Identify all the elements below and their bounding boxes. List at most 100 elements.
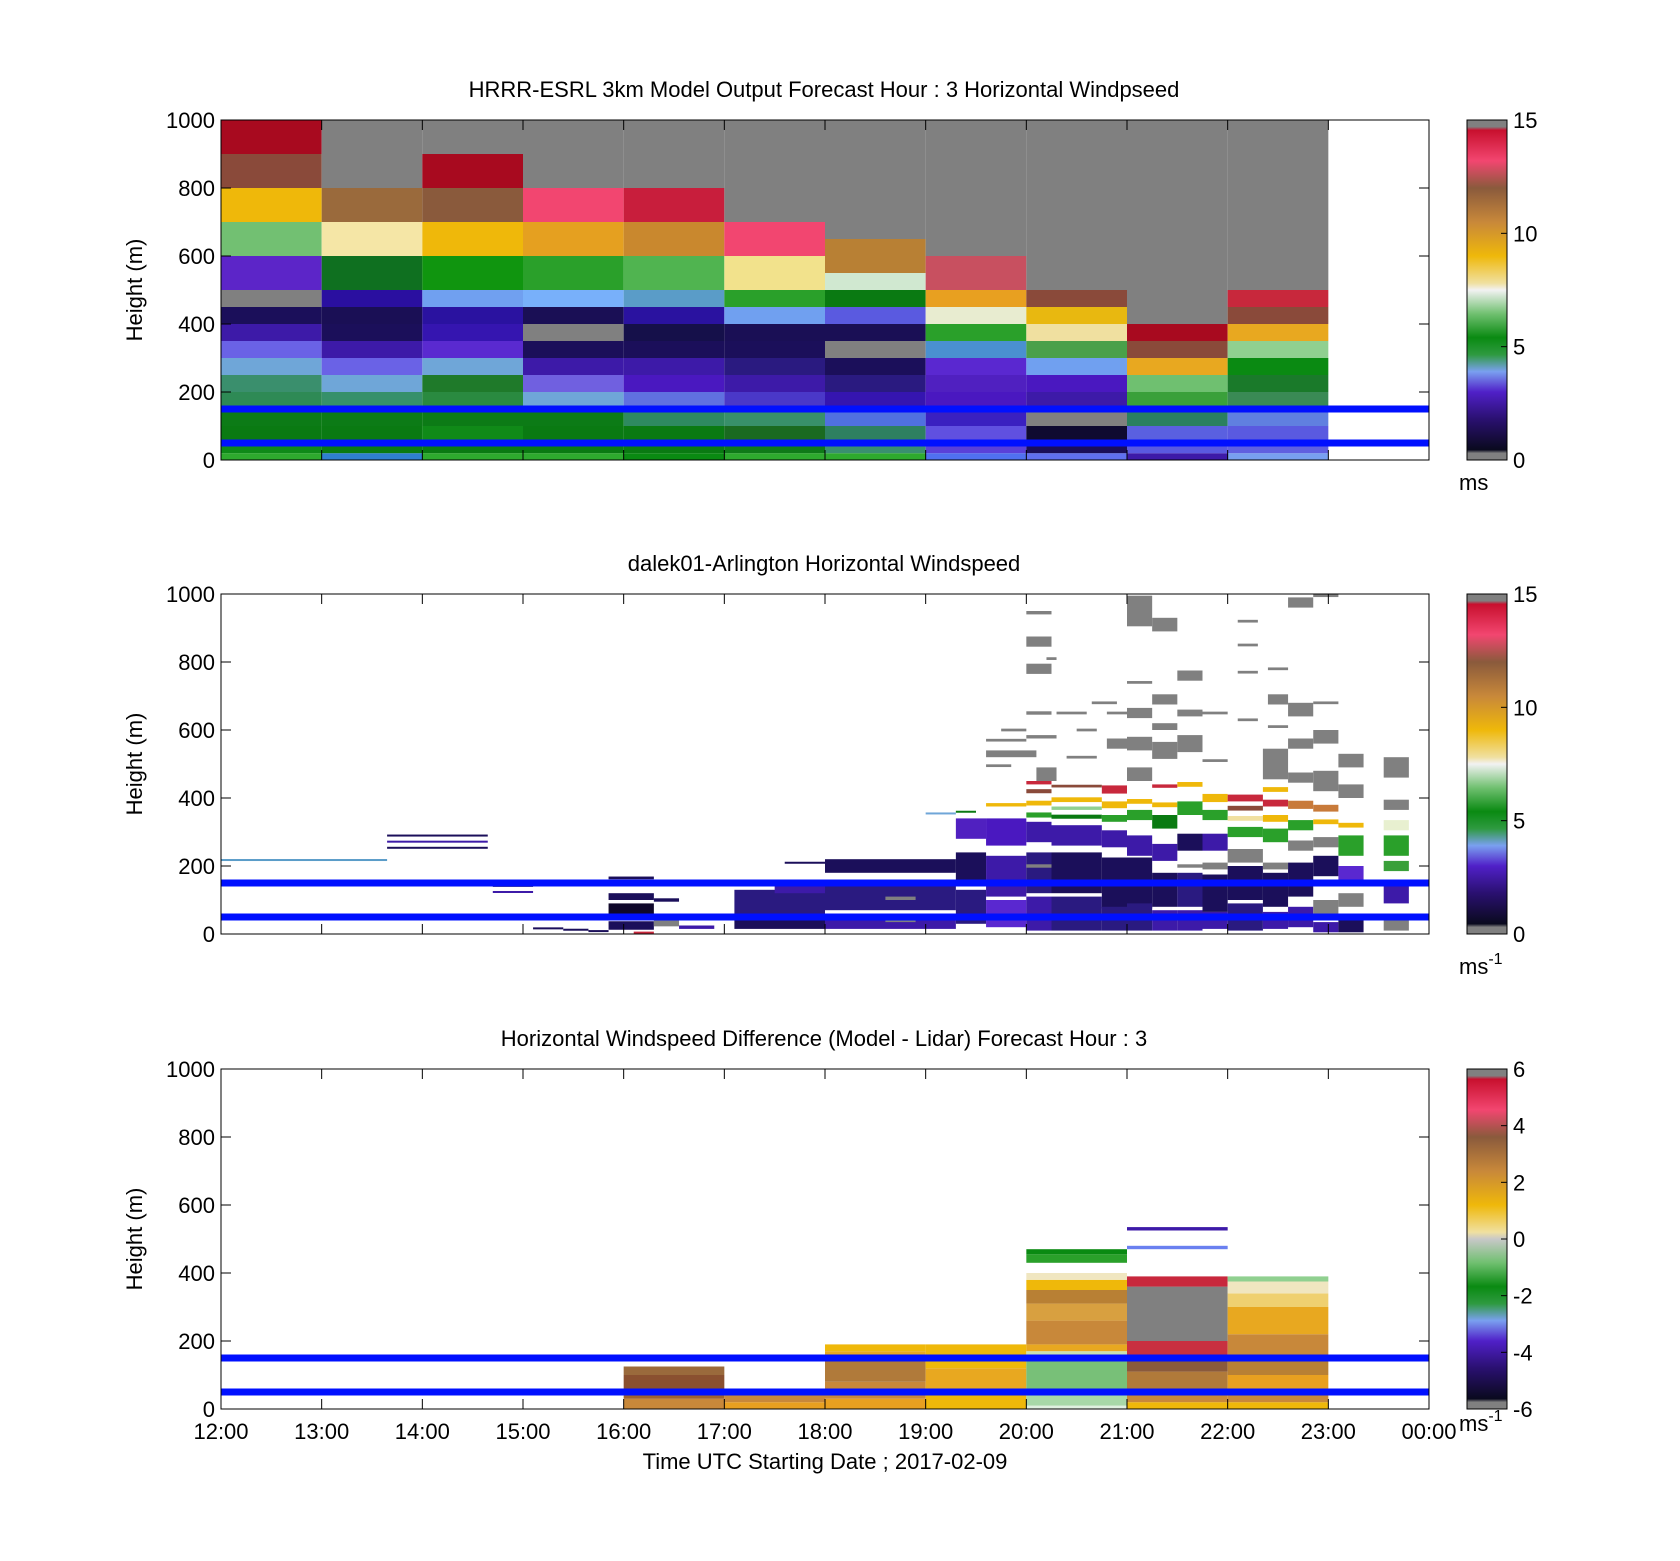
- heatmap-segment: [1051, 825, 1102, 846]
- heatmap-cell: [321, 358, 423, 375]
- heatmap-segment: [1227, 849, 1263, 863]
- heatmap-cell: [1026, 1320, 1127, 1345]
- heatmap-cell: [925, 290, 1027, 307]
- heatmap-cell: [925, 324, 1027, 341]
- heatmap-cell: [1026, 1405, 1127, 1409]
- heatmap-segment: [1313, 855, 1339, 877]
- heatmap-cell: [825, 409, 926, 426]
- heatmap-cell: [523, 443, 624, 454]
- heatmap-cell: [321, 443, 423, 454]
- heatmap-segment: [1227, 805, 1263, 811]
- heatmap-segment: [1383, 835, 1409, 856]
- colorbar-tick-label: 0: [1513, 922, 1525, 947]
- heatmap-cell: [1026, 1344, 1127, 1352]
- heatmap-cell: [221, 443, 322, 454]
- heatmap-segment: [986, 803, 1027, 807]
- heatmap-cell: [623, 324, 725, 341]
- heatmap-segment: [986, 764, 1012, 768]
- heatmap-cell: [623, 375, 725, 392]
- heatmap-cell: [422, 409, 523, 426]
- heatmap-segment: [1202, 833, 1228, 851]
- heatmap-cell: [321, 307, 423, 324]
- y-tick-label: 600: [178, 244, 215, 269]
- heatmap-cell: [1026, 1358, 1127, 1389]
- heatmap-cell: [422, 392, 523, 409]
- heatmap-segment: [1127, 799, 1153, 804]
- y-tick-label: 0: [203, 448, 215, 473]
- y-tick-label: 600: [178, 718, 215, 743]
- heatmap-cell: [1227, 1276, 1329, 1282]
- heatmap-cell: [925, 341, 1027, 358]
- heatmap-segment: [1237, 619, 1258, 623]
- heatmap-segment: [1313, 804, 1339, 812]
- heatmap-segment: [1262, 748, 1289, 780]
- heatmap-cell: [422, 358, 523, 375]
- heatmap-cell: [623, 290, 725, 307]
- x-tick-label: 20:00: [999, 1419, 1054, 1444]
- heatmap-segment: [1046, 657, 1057, 660]
- heatmap-segment: [1152, 815, 1178, 829]
- heatmap-cell: [1227, 307, 1329, 324]
- heatmap-cell: [1227, 1402, 1329, 1409]
- heatmap-cell: [221, 290, 322, 307]
- heatmap-cell: [523, 375, 624, 392]
- heatmap-cell: [1026, 358, 1127, 375]
- heatmap-segment: [1101, 830, 1127, 848]
- heatmap-cell: [422, 290, 523, 307]
- heatmap-cell: [825, 239, 926, 273]
- heatmap-segment: [1026, 812, 1052, 818]
- heatmap-cell: [422, 324, 523, 341]
- heatmap-segment: [1288, 820, 1314, 831]
- colorbar-unit: ms-1: [1459, 951, 1503, 979]
- heatmap-segment: [1267, 667, 1289, 671]
- heatmap-cell: [1026, 443, 1127, 454]
- y-tick-label: 400: [178, 786, 215, 811]
- heatmap-cell: [1026, 392, 1127, 409]
- heatmap-cell: [1026, 1273, 1127, 1280]
- heatmap-segment: [1152, 694, 1178, 705]
- panel-title: HRRR-ESRL 3km Model Output Forecast Hour…: [469, 77, 1180, 102]
- heatmap-cell: [825, 341, 926, 358]
- heatmap-segment: [1152, 741, 1178, 759]
- heatmap-cell: [1127, 324, 1228, 341]
- heatmap-cell: [523, 341, 624, 358]
- y-tick-label: 200: [178, 380, 215, 405]
- heatmap-segment: [1127, 681, 1153, 684]
- y-tick-label: 800: [178, 1125, 215, 1150]
- heatmap-segment: [1338, 835, 1364, 856]
- panel-title: dalek01-Arlington Horizontal Windspeed: [628, 551, 1021, 576]
- heatmap-cell: [1227, 426, 1329, 443]
- y-tick-label: 200: [178, 854, 215, 879]
- heatmap-cell: [422, 443, 523, 454]
- heatmap-segment: [1051, 806, 1102, 810]
- heatmap-segment: [955, 810, 976, 813]
- colorbar: 0 5 10 15 ms: [1459, 108, 1537, 495]
- heatmap-cell: [321, 188, 423, 222]
- heatmap-segment: [588, 930, 609, 933]
- heatmap-cell: [724, 426, 825, 443]
- heatmap-segment: [885, 896, 916, 900]
- heatmap-cell: [925, 1368, 1027, 1389]
- heatmap-segment: [1026, 789, 1052, 794]
- heatmap-segment: [1383, 799, 1409, 810]
- heatmap-segment: [387, 834, 488, 837]
- x-axis-label: Time UTC Starting Date ; 2017-02-09: [643, 1449, 1008, 1474]
- colorbar: 0 5 10 15 ms-1: [1459, 582, 1537, 979]
- heatmap-segment: [608, 893, 654, 900]
- heatmap-cell: [1026, 409, 1127, 426]
- heatmap-cells: [221, 120, 1329, 460]
- heatmap-cell: [1026, 1290, 1127, 1304]
- heatmap-segment: [1177, 782, 1203, 787]
- heatmap-cell: [221, 256, 322, 290]
- heatmap-cell: [1026, 453, 1127, 460]
- heatmap-cell: [1026, 1249, 1127, 1255]
- heatmap-segment: [1177, 872, 1203, 907]
- heatmap-segment: [1267, 694, 1289, 705]
- heatmap-segment: [1051, 814, 1102, 819]
- heatmap-segment: [1338, 753, 1364, 768]
- heatmap-cell: [1127, 1286, 1228, 1341]
- heatmap-segment: [1026, 636, 1052, 647]
- heatmap-cell: [221, 426, 322, 443]
- heatmap-cell: [623, 392, 725, 409]
- heatmap-cell: [422, 256, 523, 290]
